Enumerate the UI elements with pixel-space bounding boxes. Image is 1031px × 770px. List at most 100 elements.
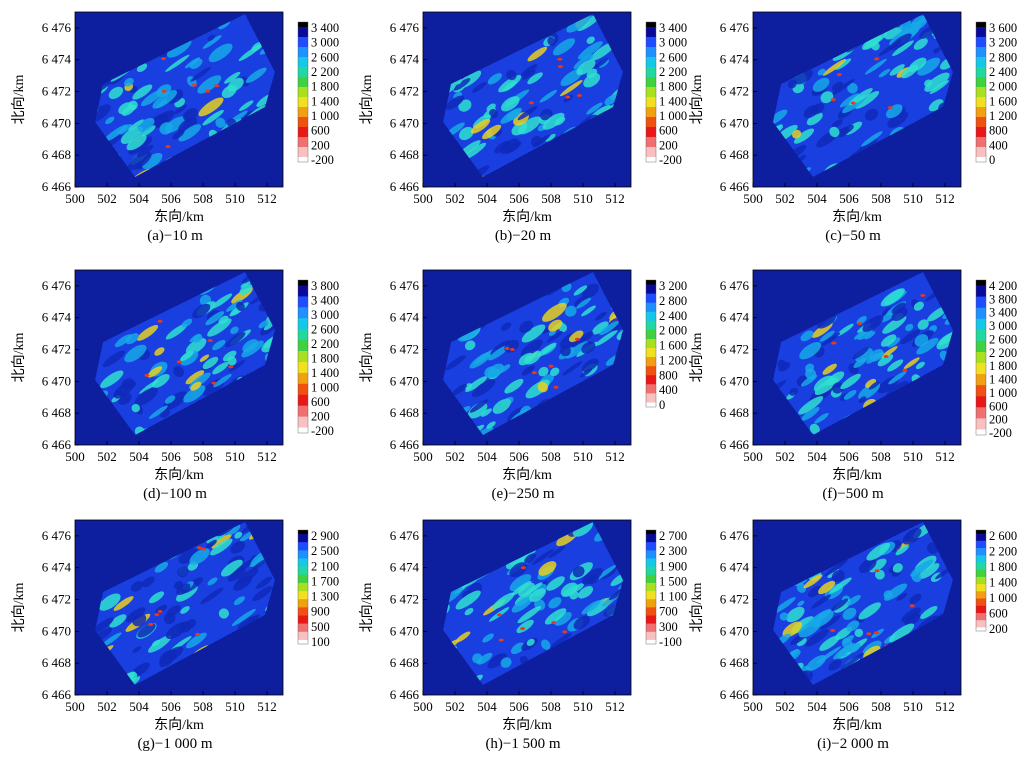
colorbar-segment [646, 554, 656, 559]
anomaly-blob [536, 342, 557, 358]
anomaly-blob [202, 109, 224, 126]
anomaly-blob [573, 54, 594, 70]
anomaly-blob [835, 58, 852, 70]
colorbar-segment [976, 42, 986, 48]
y-tick-label: 6 468 [390, 405, 419, 420]
anomaly-blob [215, 117, 226, 128]
colorbar-segment [646, 343, 656, 349]
y-tick-label: 6 472 [390, 84, 419, 99]
y-tick-label: 6 468 [720, 147, 749, 162]
anomaly-blob [177, 117, 198, 134]
anomaly-blob [799, 342, 822, 360]
heatmap-svg: 500 502 504 506 508 510 512 6 476 6 474 6 472 6 47… [359, 269, 687, 483]
colorbar-segment [976, 335, 986, 342]
anomaly-blob [525, 582, 543, 595]
colorbar-segment [976, 401, 986, 408]
x-tick-label: 506 [161, 699, 181, 714]
anomaly-blob [846, 594, 861, 606]
colorbar-label: 600 [311, 124, 330, 138]
anomaly-blob [848, 643, 861, 653]
anomaly-blob [592, 321, 609, 335]
colorbar-segment [976, 107, 986, 113]
colorbar-segment [646, 627, 656, 633]
anomaly-blob [166, 605, 181, 617]
colorbar-label: 2 500 [311, 544, 339, 558]
anomaly-blob [510, 642, 525, 655]
colorbar-segment [976, 280, 986, 286]
chart-panel: 500 502 504 506 508 510 512 6 476 6 474 6 472 6 47… [348, 258, 687, 508]
y-tick-label: 6 466 [720, 437, 750, 452]
colorbar-segment [298, 623, 308, 629]
colorbar-label: 3 200 [659, 279, 687, 293]
anomaly-blob [213, 373, 232, 388]
panel-caption: (a)−10 m [147, 228, 203, 244]
colorbar-segment [976, 22, 986, 28]
colorbar-segment [298, 405, 308, 412]
colorbar-label: 900 [311, 605, 330, 619]
y-tick-label: 6 470 [390, 115, 419, 130]
colorbar-label: 2 000 [659, 324, 687, 338]
anomaly-blob [806, 654, 827, 672]
colorbar-label: 2 700 [659, 529, 687, 543]
colorbar-segment [976, 47, 986, 53]
y-tick-label: 6 474 [720, 52, 750, 67]
panel-caption: (g)−1 000 m [137, 736, 213, 752]
colorbar-segment [976, 152, 986, 158]
anomaly-blob [245, 67, 267, 84]
anomaly-blob [546, 331, 563, 343]
anomaly-blob [616, 327, 623, 341]
peak-anomaly [873, 631, 879, 635]
colorbar-frame [975, 279, 987, 436]
anomaly-blob [550, 632, 572, 649]
colorbar-label: 1 900 [659, 559, 687, 573]
anomaly-blob [537, 381, 548, 393]
anomaly-blob [455, 590, 481, 610]
colorbar-label: 300 [659, 620, 678, 634]
peak-anomaly [176, 360, 182, 364]
anomaly-blob [205, 311, 225, 326]
colorbar-segment [298, 52, 308, 58]
colorbar-segment [976, 620, 986, 625]
anomaly-blob [124, 344, 147, 363]
anomaly-blob [178, 547, 198, 564]
y-tick-label: 6 472 [720, 592, 749, 607]
colorbar-segment [298, 67, 308, 73]
colorbar-label: 2 200 [989, 545, 1017, 559]
chart-panel: 500 502 504 506 508 510 512 6 476 6 474 6 472 6 47… [678, 258, 1017, 508]
anomaly-blob [148, 635, 172, 653]
colorbar-segment [298, 296, 308, 303]
colorbar-segment [976, 87, 986, 93]
anomaly-blob [176, 583, 191, 595]
colorbar-segment [298, 422, 308, 429]
anomaly-blob [933, 47, 941, 54]
plot-frame [752, 269, 962, 446]
colorbar-segment [976, 324, 986, 331]
colorbar-segment [646, 142, 656, 148]
colorbar-segment [646, 574, 656, 580]
x-tick-label: 506 [839, 191, 859, 206]
colorbar-segment [976, 423, 986, 430]
anomaly-blob [573, 615, 590, 630]
chart-panel: 500 502 504 506 508 510 512 6 476 6 474 6 472 6 47… [348, 508, 687, 758]
anomaly-blob [824, 559, 848, 577]
colorbar-frame [297, 279, 309, 434]
peak-anomaly [148, 623, 154, 626]
peak-anomaly [551, 621, 557, 624]
colorbar-segment [298, 107, 308, 113]
colorbar-label: 1 000 [989, 591, 1017, 605]
anomaly-blob [801, 407, 820, 421]
colorbar-segment [646, 402, 656, 408]
plot-frame [422, 269, 632, 446]
colorbar-segment [298, 534, 308, 539]
anomaly-blob [539, 89, 558, 103]
colorbar-segment [298, 591, 308, 596]
anomaly-blob [548, 545, 566, 559]
colorbar-label: 1 800 [311, 352, 339, 366]
anomaly-blob [806, 112, 823, 126]
anomaly-blob [192, 303, 211, 319]
colorbar-segment [976, 117, 986, 123]
anomaly-blob [464, 340, 476, 351]
colorbar-label: 3 600 [989, 21, 1017, 35]
anomaly-blob [472, 427, 494, 435]
x-tick-label: 504 [807, 449, 827, 464]
